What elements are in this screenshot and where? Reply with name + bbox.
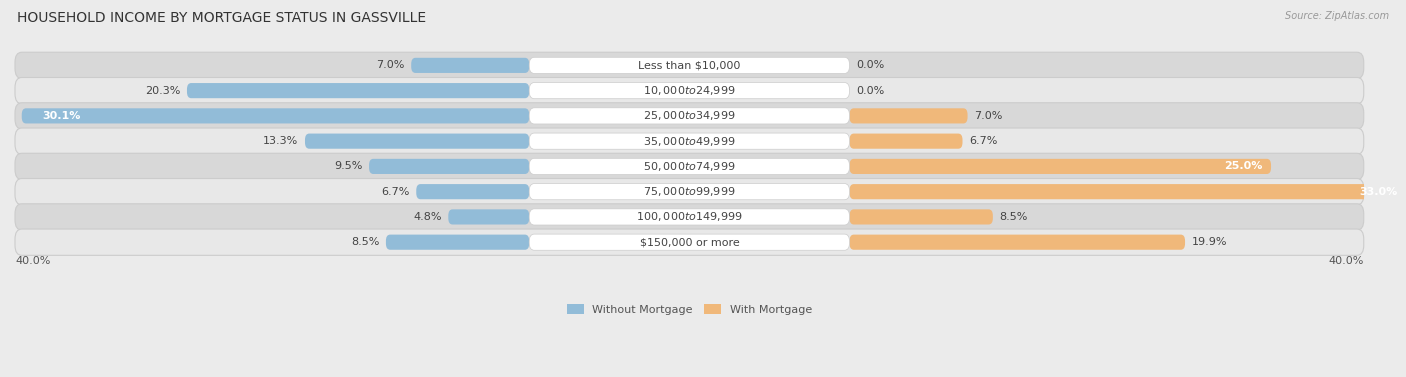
FancyBboxPatch shape: [411, 58, 529, 73]
Text: Less than $10,000: Less than $10,000: [638, 60, 741, 70]
Text: 6.7%: 6.7%: [969, 136, 998, 146]
Text: 7.0%: 7.0%: [375, 60, 405, 70]
Text: HOUSEHOLD INCOME BY MORTGAGE STATUS IN GASSVILLE: HOUSEHOLD INCOME BY MORTGAGE STATUS IN G…: [17, 11, 426, 25]
FancyBboxPatch shape: [15, 153, 1364, 179]
FancyBboxPatch shape: [15, 179, 1364, 205]
Text: 40.0%: 40.0%: [15, 256, 51, 266]
FancyBboxPatch shape: [21, 108, 529, 123]
FancyBboxPatch shape: [15, 78, 1364, 104]
FancyBboxPatch shape: [529, 158, 849, 175]
Text: 0.0%: 0.0%: [856, 86, 884, 96]
FancyBboxPatch shape: [449, 209, 529, 224]
Text: $100,000 to $149,999: $100,000 to $149,999: [636, 210, 742, 224]
Text: 8.5%: 8.5%: [350, 237, 380, 247]
FancyBboxPatch shape: [849, 209, 993, 224]
FancyBboxPatch shape: [15, 103, 1364, 129]
Text: 0.0%: 0.0%: [856, 60, 884, 70]
FancyBboxPatch shape: [529, 57, 849, 74]
FancyBboxPatch shape: [15, 52, 1364, 78]
FancyBboxPatch shape: [15, 229, 1364, 255]
Text: 8.5%: 8.5%: [1000, 212, 1028, 222]
Text: 19.9%: 19.9%: [1192, 237, 1227, 247]
FancyBboxPatch shape: [849, 133, 963, 149]
FancyBboxPatch shape: [15, 128, 1364, 154]
Text: $75,000 to $99,999: $75,000 to $99,999: [643, 185, 735, 198]
FancyBboxPatch shape: [529, 83, 849, 99]
FancyBboxPatch shape: [416, 184, 529, 199]
Text: 4.8%: 4.8%: [413, 212, 441, 222]
Text: $25,000 to $34,999: $25,000 to $34,999: [643, 109, 735, 123]
Text: 7.0%: 7.0%: [974, 111, 1002, 121]
Text: 6.7%: 6.7%: [381, 187, 409, 197]
FancyBboxPatch shape: [385, 234, 529, 250]
FancyBboxPatch shape: [368, 159, 529, 174]
Text: 25.0%: 25.0%: [1225, 161, 1263, 172]
Text: 20.3%: 20.3%: [145, 86, 180, 96]
FancyBboxPatch shape: [849, 108, 967, 123]
FancyBboxPatch shape: [15, 204, 1364, 230]
Legend: Without Mortgage, With Mortgage: Without Mortgage, With Mortgage: [562, 300, 817, 319]
FancyBboxPatch shape: [849, 159, 1271, 174]
FancyBboxPatch shape: [529, 184, 849, 200]
FancyBboxPatch shape: [529, 133, 849, 149]
FancyBboxPatch shape: [187, 83, 529, 98]
Text: 33.0%: 33.0%: [1360, 187, 1398, 197]
FancyBboxPatch shape: [529, 234, 849, 250]
Text: 40.0%: 40.0%: [1329, 256, 1364, 266]
Text: $35,000 to $49,999: $35,000 to $49,999: [643, 135, 735, 148]
Text: 9.5%: 9.5%: [335, 161, 363, 172]
FancyBboxPatch shape: [849, 234, 1185, 250]
Text: 30.1%: 30.1%: [42, 111, 80, 121]
Text: $10,000 to $24,999: $10,000 to $24,999: [643, 84, 735, 97]
Text: $50,000 to $74,999: $50,000 to $74,999: [643, 160, 735, 173]
FancyBboxPatch shape: [849, 184, 1406, 199]
Text: $150,000 or more: $150,000 or more: [640, 237, 740, 247]
FancyBboxPatch shape: [305, 133, 529, 149]
FancyBboxPatch shape: [529, 209, 849, 225]
FancyBboxPatch shape: [529, 108, 849, 124]
Text: Source: ZipAtlas.com: Source: ZipAtlas.com: [1285, 11, 1389, 21]
Text: 13.3%: 13.3%: [263, 136, 298, 146]
